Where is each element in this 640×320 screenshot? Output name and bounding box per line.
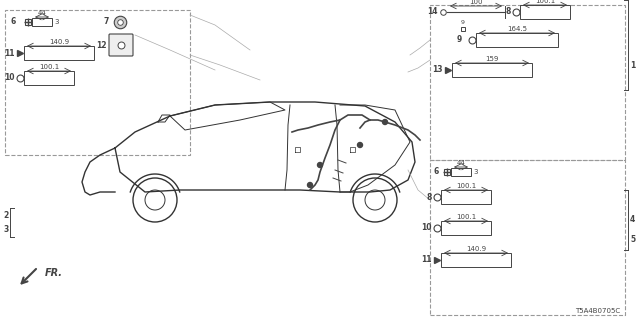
- Bar: [32, 18, 52, 26]
- Text: 8: 8: [427, 193, 432, 202]
- Text: 159: 159: [485, 56, 499, 62]
- Text: 6: 6: [434, 167, 439, 177]
- Text: 6: 6: [11, 18, 16, 27]
- Text: 10: 10: [4, 74, 15, 83]
- Text: 164.5: 164.5: [507, 26, 527, 32]
- Text: 100.1: 100.1: [535, 0, 555, 4]
- Bar: [441, 221, 491, 235]
- FancyBboxPatch shape: [109, 34, 133, 56]
- Text: 2: 2: [3, 211, 8, 220]
- Bar: [5, 10, 190, 155]
- Text: 3: 3: [3, 226, 8, 235]
- Bar: [441, 253, 511, 267]
- Text: FR.: FR.: [45, 268, 63, 278]
- Bar: [452, 63, 532, 77]
- Text: 140.9: 140.9: [49, 39, 69, 45]
- Text: 100.1: 100.1: [456, 214, 476, 220]
- Text: 44: 44: [456, 160, 465, 166]
- Text: 4: 4: [630, 215, 636, 225]
- Bar: [24, 46, 94, 60]
- Bar: [520, 5, 570, 19]
- Bar: [476, 33, 558, 47]
- Circle shape: [307, 182, 312, 188]
- Text: 9: 9: [461, 20, 465, 25]
- Bar: [451, 168, 471, 176]
- Text: 13: 13: [433, 66, 443, 75]
- Text: 100.1: 100.1: [456, 183, 476, 189]
- Text: 5: 5: [630, 236, 635, 244]
- Circle shape: [358, 142, 362, 148]
- Text: 100: 100: [469, 0, 483, 5]
- Text: T5A4B0705C: T5A4B0705C: [575, 308, 620, 314]
- Text: 100.1: 100.1: [39, 64, 59, 70]
- Text: 11: 11: [422, 255, 432, 265]
- Text: 8: 8: [506, 7, 511, 17]
- Bar: [441, 190, 491, 204]
- Text: 9: 9: [457, 36, 462, 44]
- Bar: [24, 71, 74, 85]
- Text: 44: 44: [38, 10, 46, 16]
- Circle shape: [383, 119, 387, 124]
- Text: 3: 3: [54, 19, 58, 25]
- Bar: [430, 160, 625, 315]
- Text: 12: 12: [97, 41, 107, 50]
- Text: 1: 1: [630, 60, 636, 69]
- Text: 140.9: 140.9: [466, 246, 486, 252]
- Text: 14: 14: [428, 7, 438, 17]
- Circle shape: [317, 163, 323, 167]
- Text: 11: 11: [4, 49, 15, 58]
- Text: 7: 7: [104, 18, 109, 27]
- Text: 3: 3: [473, 169, 477, 175]
- Bar: [430, 5, 625, 160]
- Text: 10: 10: [422, 223, 432, 233]
